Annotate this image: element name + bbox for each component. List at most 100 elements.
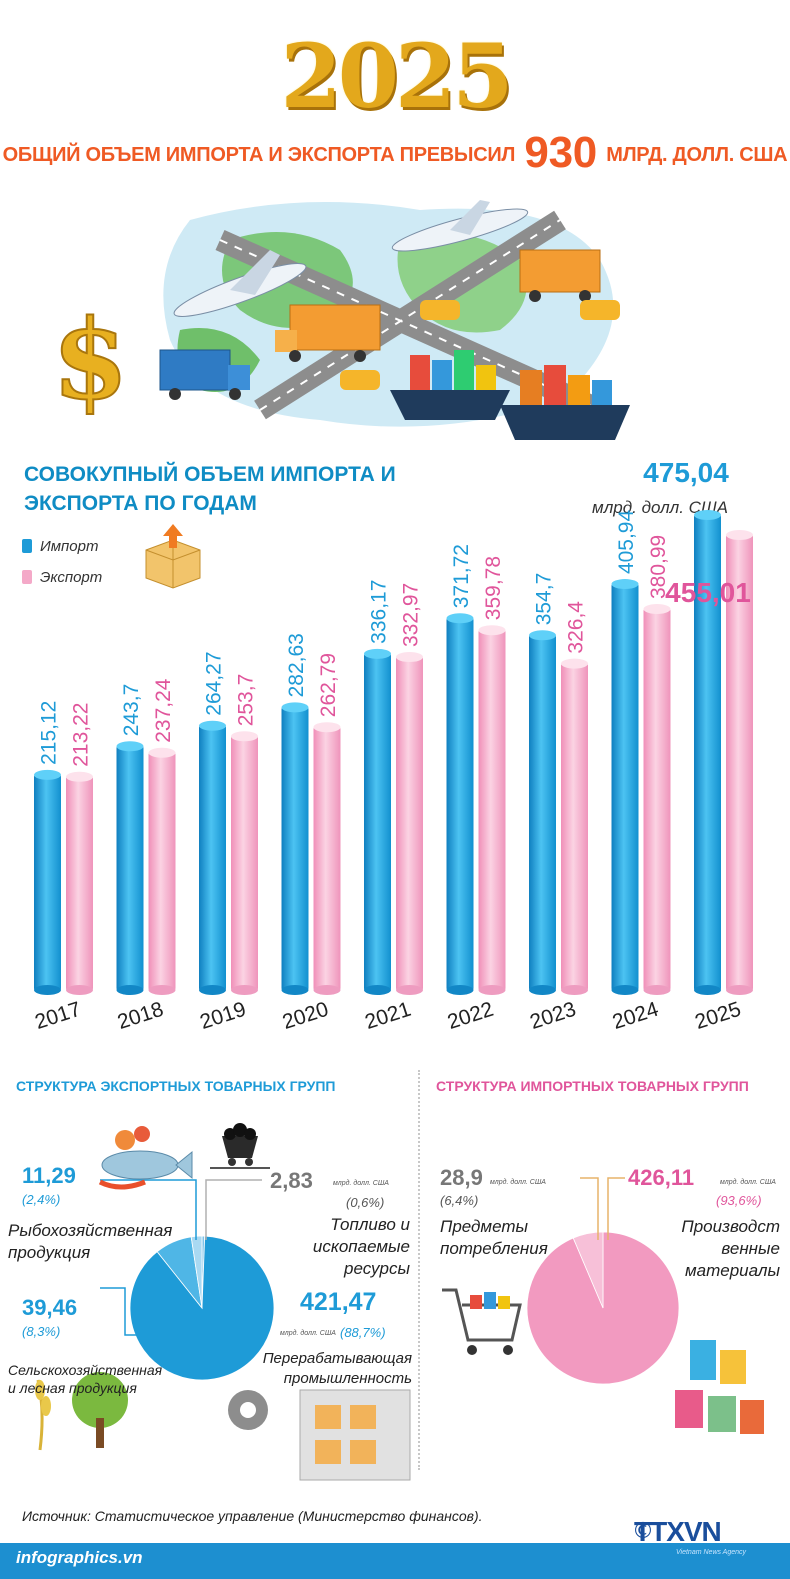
export-fuel-value: 2,83 xyxy=(270,1168,313,1193)
data-label-import-2025: 475,04 xyxy=(643,457,729,488)
bar-base-import-2024 xyxy=(611,985,639,995)
bar-cap-export-2023 xyxy=(561,658,588,669)
data-label-export-2022: 359,78 xyxy=(482,556,505,620)
export-fuel-unit: млрд. долл. США xyxy=(333,1180,389,1187)
bar-base-export-2023 xyxy=(561,985,588,995)
bar-base-export-2025 xyxy=(726,985,753,995)
x-tick-label-2017: 2017 xyxy=(32,998,84,1034)
chart-title-line2: ЭКСПОРТА ПО ГОДАМ xyxy=(24,492,257,515)
car-icon xyxy=(580,300,620,320)
data-label-export-2019: 253,7 xyxy=(235,674,258,727)
bar-base-import-2018 xyxy=(116,985,144,995)
export-fish-value: 11,29 xyxy=(22,1163,76,1188)
car-icon xyxy=(340,370,380,390)
export-fuel-label: Топливо и ископаемые ресурсы xyxy=(280,1214,410,1280)
shopping-cart-icon xyxy=(442,1288,522,1355)
import-materials-label-line3: материалы xyxy=(685,1261,780,1280)
legend-import-swatch xyxy=(22,539,32,553)
export-agri-label-line2: и лесная продукция xyxy=(8,1380,137,1396)
legend-export-label: Экспорт xyxy=(40,569,103,586)
truck-icon xyxy=(159,349,250,400)
x-tick-label-2021: 2021 xyxy=(362,998,414,1034)
bar-base-import-2023 xyxy=(529,985,556,995)
bar-base-import-2019 xyxy=(199,985,226,995)
data-label-import-2020: 282,63 xyxy=(285,633,308,697)
bar-cap-export-2025 xyxy=(726,529,753,540)
data-label-export-2025: 455,01 xyxy=(665,577,751,608)
x-tick-label-2018: 2018 xyxy=(115,998,167,1034)
x-tick-label-2024: 2024 xyxy=(610,998,662,1034)
bar-base-export-2022 xyxy=(478,985,506,995)
logistics-illustration: $ xyxy=(51,200,630,440)
brand-logo: TTXVN xyxy=(634,1516,722,1547)
export-manuf-label-line1: Перерабатывающая xyxy=(262,1350,412,1367)
headline-number: 930 xyxy=(524,128,597,177)
bar-cap-export-2020 xyxy=(313,722,341,733)
import-consumer-label: Предметы потребления xyxy=(440,1216,548,1260)
bar-base-export-2024 xyxy=(643,985,671,995)
legend-import: Импорт xyxy=(22,538,98,555)
x-tick-label-2025: 2025 xyxy=(692,998,744,1034)
factory-icon xyxy=(299,1389,411,1481)
data-label-import-2023: 354,7 xyxy=(533,573,556,626)
headline-suffix: МЛРД. ДОЛЛ. США xyxy=(606,144,788,166)
bar-import-2023 xyxy=(529,635,556,990)
x-tick-label-2022: 2022 xyxy=(445,998,497,1034)
box-icon xyxy=(145,524,201,589)
export-pie-chart xyxy=(35,1123,411,1481)
ship-icon xyxy=(500,365,630,440)
export-agri-pct: (8,3%) xyxy=(22,1324,61,1339)
section-divider xyxy=(418,1070,420,1470)
export-agri-value: 39,46 xyxy=(22,1295,78,1320)
export-structure-title: СТРУКТУРА ЭКСПОРТНЫХ ТОВАРНЫХ ГРУПП xyxy=(16,1078,336,1094)
bar-base-export-2017 xyxy=(66,985,93,995)
bar-chart: 215,12 213,22 2017 243,7 237,24 2018 264,27 253… xyxy=(32,457,753,1034)
export-manuf-unit: млрд. долл. США xyxy=(280,1330,336,1337)
bar-base-import-2022 xyxy=(446,985,474,995)
export-fuel-pct: (0,6%) xyxy=(346,1195,385,1210)
bar-export-2025 xyxy=(726,534,753,990)
bar-import-2019 xyxy=(199,725,226,990)
bar-cap-export-2018 xyxy=(148,747,176,758)
bar-export-2017 xyxy=(66,776,93,990)
bar-base-import-2020 xyxy=(281,985,309,995)
bar-cap-import-2023 xyxy=(529,630,556,641)
bar-cap-import-2017 xyxy=(34,769,61,780)
bar-cap-export-2021 xyxy=(396,652,423,663)
import-materials-label: Производст венные материалы xyxy=(640,1216,780,1282)
bar-base-export-2021 xyxy=(396,985,423,995)
import-consumer-value: 28,9 xyxy=(440,1165,483,1190)
bar-export-2022 xyxy=(478,630,506,990)
data-label-import-2022: 371,72 xyxy=(450,544,473,608)
bar-cap-export-2019 xyxy=(231,731,258,742)
import-materials-pct: (93,6%) xyxy=(716,1193,762,1208)
wheat-icon xyxy=(35,1379,51,1451)
data-label-export-2023: 326,4 xyxy=(565,601,588,654)
x-tick-label-2019: 2019 xyxy=(197,998,249,1034)
data-label-import-2021: 336,17 xyxy=(368,580,391,644)
import-materials-label-line1: Производст xyxy=(681,1217,780,1236)
bar-base-import-2025 xyxy=(694,985,721,995)
export-fish-pct: (2,4%) xyxy=(22,1192,61,1207)
data-label-export-2020: 262,79 xyxy=(317,653,340,717)
data-label-export-2018: 237,24 xyxy=(152,678,175,743)
footer-bar xyxy=(0,1543,790,1579)
data-label-export-2017: 213,22 xyxy=(70,703,93,767)
import-pie-chart xyxy=(442,1177,764,1434)
data-label-import-2018: 243,7 xyxy=(120,684,143,737)
brand-subtitle: Vietnam News Agency xyxy=(676,1549,747,1556)
footer-site-link[interactable]: infographics.vn xyxy=(16,1548,143,1567)
bar-import-2022 xyxy=(446,618,474,990)
bar-export-2020 xyxy=(313,727,341,990)
seafood-icon xyxy=(98,1126,193,1190)
legend-import-label: Импорт xyxy=(40,538,99,555)
data-label-export-2024: 380,99 xyxy=(647,535,670,599)
data-label-import-2017: 215,12 xyxy=(38,701,61,765)
legend-export-swatch xyxy=(22,570,32,584)
chart-unit-label: млрд. долл. США xyxy=(592,498,728,517)
bar-base-import-2021 xyxy=(364,985,391,995)
bar-cap-import-2025 xyxy=(694,509,721,520)
data-label-import-2019: 264,27 xyxy=(203,651,226,715)
bar-export-2018 xyxy=(148,752,176,990)
export-fuel-label-line1: Топливо и xyxy=(330,1215,410,1234)
